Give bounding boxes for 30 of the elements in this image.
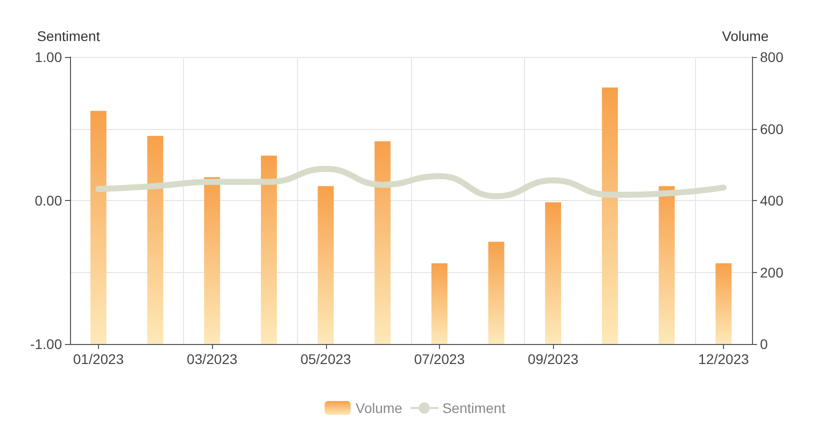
y-tick-label: -1.00 [30, 336, 62, 352]
bar [545, 202, 562, 344]
y2-tick-label: 600 [760, 120, 784, 137]
x-tick-label: 05/2023 [300, 351, 352, 367]
y-tick-label: 1.00 [34, 49, 62, 65]
y2-axis-title: Volume [722, 28, 769, 44]
legend-label: Sentiment [442, 400, 506, 416]
y2-tick-label: 800 [760, 49, 784, 65]
bar [488, 242, 504, 344]
bar [204, 177, 220, 344]
x-tick-label: 07/2023 [414, 351, 465, 367]
x-tick-label: 09/2023 [528, 351, 579, 367]
bar [716, 263, 732, 344]
y2-tick-label: 0 [760, 336, 768, 352]
bar [374, 141, 391, 344]
y2-tick-label: 400 [760, 192, 784, 208]
legend-label: Volume [356, 400, 403, 416]
bar [431, 263, 448, 344]
bar [602, 87, 618, 344]
y-tick-label: 0.00 [34, 192, 62, 208]
x-tick-label: 12/2023 [698, 351, 750, 367]
x-tick-label: 03/2023 [186, 351, 238, 367]
bar [658, 186, 675, 344]
y-axis-title: Sentiment [36, 28, 100, 44]
x-tick-label: 01/2023 [73, 351, 124, 367]
bar [260, 156, 277, 344]
bar [318, 186, 334, 344]
y2-tick-label: 200 [760, 264, 784, 280]
bar [147, 136, 164, 344]
bar [90, 110, 106, 344]
